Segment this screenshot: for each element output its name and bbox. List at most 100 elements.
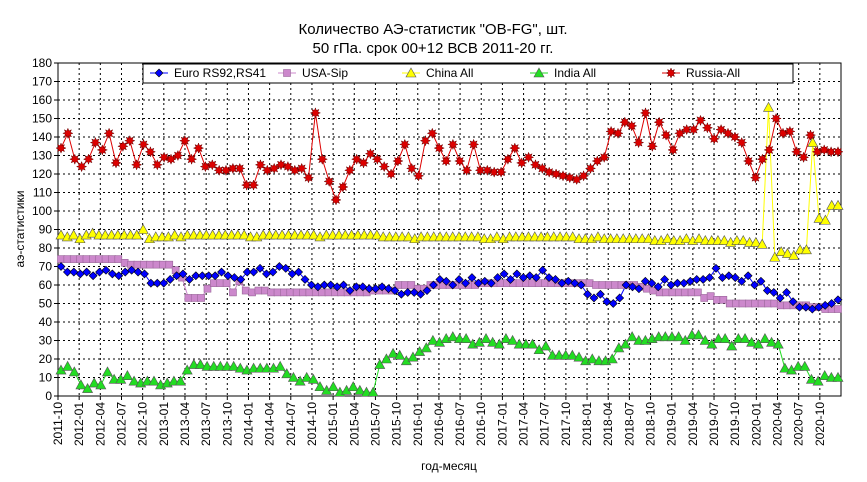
data-point bbox=[184, 294, 193, 302]
data-point bbox=[779, 362, 791, 373]
data-point bbox=[96, 144, 109, 156]
data-point bbox=[337, 288, 346, 297]
data-point bbox=[287, 371, 299, 382]
data-point bbox=[570, 278, 580, 288]
data-point bbox=[124, 135, 136, 147]
data-point bbox=[819, 214, 831, 225]
data-point bbox=[385, 168, 397, 180]
data-point bbox=[759, 333, 771, 343]
data-point bbox=[87, 227, 99, 238]
data-point bbox=[324, 288, 333, 297]
data-point bbox=[323, 175, 335, 188]
data-point bbox=[199, 160, 212, 173]
x-tick-label: 2015-10 bbox=[390, 402, 404, 446]
y-axis: 0 10 20 30 40 50 60 70 80 90 100 110 120 130 140 150 160… bbox=[32, 56, 58, 403]
data-point bbox=[441, 276, 451, 286]
data-point bbox=[254, 159, 267, 171]
data-point bbox=[752, 338, 764, 349]
data-point bbox=[192, 142, 205, 154]
data-point bbox=[55, 229, 67, 240]
data-point bbox=[62, 360, 74, 371]
data-point bbox=[206, 159, 219, 171]
data-point bbox=[401, 281, 409, 289]
data-point bbox=[730, 273, 740, 283]
data-point bbox=[394, 349, 406, 360]
data-point bbox=[693, 329, 705, 340]
data-point bbox=[719, 333, 731, 343]
data-point bbox=[619, 338, 631, 349]
data-point bbox=[114, 271, 124, 281]
data-point bbox=[551, 275, 560, 284]
data-point bbox=[172, 149, 184, 162]
data-point bbox=[772, 338, 784, 349]
data-point bbox=[229, 273, 239, 283]
data-point bbox=[833, 295, 843, 305]
data-point bbox=[351, 153, 363, 165]
data-point bbox=[700, 294, 709, 302]
data-point bbox=[204, 271, 214, 281]
data-point bbox=[738, 299, 747, 308]
data-point bbox=[146, 260, 154, 269]
data-point bbox=[500, 333, 512, 343]
data-point bbox=[422, 286, 432, 295]
data-point bbox=[757, 299, 766, 308]
data-point bbox=[598, 281, 607, 289]
data-point bbox=[763, 144, 775, 156]
data-point bbox=[75, 160, 88, 173]
x-tick-label: 2013-01 bbox=[157, 402, 171, 446]
data-point bbox=[358, 282, 368, 292]
data-point bbox=[63, 255, 72, 263]
data-point bbox=[673, 331, 685, 342]
data-point bbox=[191, 271, 201, 281]
x-tick-label: 2017-07 bbox=[538, 402, 552, 446]
data-point bbox=[188, 358, 200, 369]
data-point bbox=[281, 263, 291, 273]
data-point bbox=[326, 280, 336, 290]
data-point bbox=[694, 114, 707, 127]
data-point bbox=[611, 281, 619, 289]
data-point bbox=[564, 172, 576, 184]
data-point bbox=[169, 229, 181, 240]
data-point bbox=[247, 179, 260, 191]
data-point bbox=[152, 278, 162, 288]
x-tick-label: 2016-04 bbox=[432, 402, 446, 446]
data-point bbox=[75, 379, 87, 390]
data-point bbox=[608, 299, 618, 308]
data-point bbox=[151, 159, 164, 171]
data-point bbox=[89, 255, 97, 263]
data-point bbox=[141, 375, 153, 386]
data-point bbox=[268, 267, 278, 277]
legend-label: Euro RS92,RS41 bbox=[174, 66, 266, 80]
data-point bbox=[62, 267, 72, 277]
data-point bbox=[227, 162, 239, 175]
data-point bbox=[713, 295, 721, 304]
y-tick-label: 30 bbox=[39, 334, 53, 348]
data-point bbox=[602, 297, 612, 307]
data-point bbox=[467, 138, 480, 151]
data-point bbox=[743, 271, 753, 281]
data-point bbox=[788, 249, 800, 260]
data-point bbox=[776, 301, 785, 310]
data-point bbox=[68, 229, 80, 240]
data-point bbox=[567, 231, 579, 242]
data-point bbox=[185, 275, 194, 284]
data-point bbox=[507, 334, 519, 345]
data-point bbox=[309, 107, 322, 119]
data-point bbox=[384, 284, 393, 294]
data-point bbox=[165, 275, 175, 284]
data-point bbox=[474, 164, 487, 176]
data-point bbox=[795, 302, 804, 312]
data-point bbox=[563, 276, 573, 286]
x-tick-label: 2016-07 bbox=[453, 402, 467, 446]
data-point bbox=[69, 153, 81, 165]
data-point bbox=[433, 142, 445, 154]
data-point bbox=[228, 360, 240, 371]
y-tick-label: 160 bbox=[32, 93, 52, 107]
x-tick-label: 2018-10 bbox=[644, 402, 658, 446]
data-point bbox=[101, 255, 110, 263]
series-2-points bbox=[55, 101, 844, 262]
data-point bbox=[553, 349, 565, 360]
data-point bbox=[541, 279, 549, 287]
data-point bbox=[493, 338, 505, 349]
data-point bbox=[832, 146, 844, 158]
